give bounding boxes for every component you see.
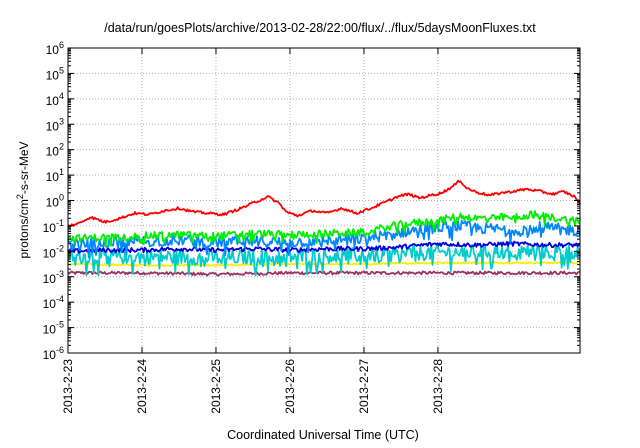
y-axis-label: protons/cm2-s-sr-MeV bbox=[15, 141, 31, 258]
x-tick-label: 2013-2-27 bbox=[357, 359, 371, 414]
y-tick-label: 10-3 bbox=[43, 269, 64, 286]
y-tick-labels: 10-6 10-5 10-4 10-3 10-2 10-1 100 101 102 103 104 1… bbox=[43, 40, 64, 362]
x-tick-label: 2013-2-24 bbox=[135, 359, 149, 414]
y-tick-label: 104 bbox=[46, 91, 64, 108]
y-label-part-2: -s-sr-MeV bbox=[17, 141, 31, 194]
y-tick-label: 103 bbox=[46, 116, 64, 133]
x-tick-label: 2013-2-25 bbox=[209, 359, 223, 414]
x-tick-labels: 2013-2-23 2013-2-24 2013-2-25 2013-2-26 2013… bbox=[61, 359, 445, 414]
y-tick-label: 102 bbox=[46, 142, 64, 159]
y-tick-label: 105 bbox=[46, 65, 64, 82]
series-line bbox=[67, 240, 581, 254]
series-line bbox=[67, 179, 581, 228]
series-line bbox=[67, 219, 581, 259]
chart-title: /data/run/goesPlots/archive/2013-02-28/2… bbox=[104, 21, 536, 35]
y-label-superscript: 2 bbox=[15, 194, 25, 199]
y-tick-label: 106 bbox=[46, 40, 64, 57]
ticks bbox=[67, 47, 580, 354]
grid bbox=[68, 48, 580, 353]
series-lines bbox=[67, 179, 581, 277]
y-label-part-1: protons/cm bbox=[17, 199, 31, 258]
y-tick-label: 101 bbox=[46, 167, 64, 184]
x-axis-label: Coordinated Universal Time (UTC) bbox=[227, 428, 419, 442]
y-tick-label: 10-4 bbox=[43, 294, 64, 311]
x-tick-label: 2013-2-26 bbox=[283, 359, 297, 414]
y-tick-label: 10-5 bbox=[43, 320, 64, 337]
y-tick-label: 10-2 bbox=[43, 243, 64, 260]
x-tick-label: 2013-2-28 bbox=[431, 359, 445, 414]
y-tick-label: 100 bbox=[46, 193, 64, 210]
y-tick-label: 10-6 bbox=[43, 345, 64, 362]
series-line bbox=[67, 210, 581, 247]
x-tick-label: 2013-2-23 bbox=[61, 359, 75, 414]
series-line bbox=[67, 270, 581, 277]
y-tick-label: 10-1 bbox=[43, 218, 64, 235]
